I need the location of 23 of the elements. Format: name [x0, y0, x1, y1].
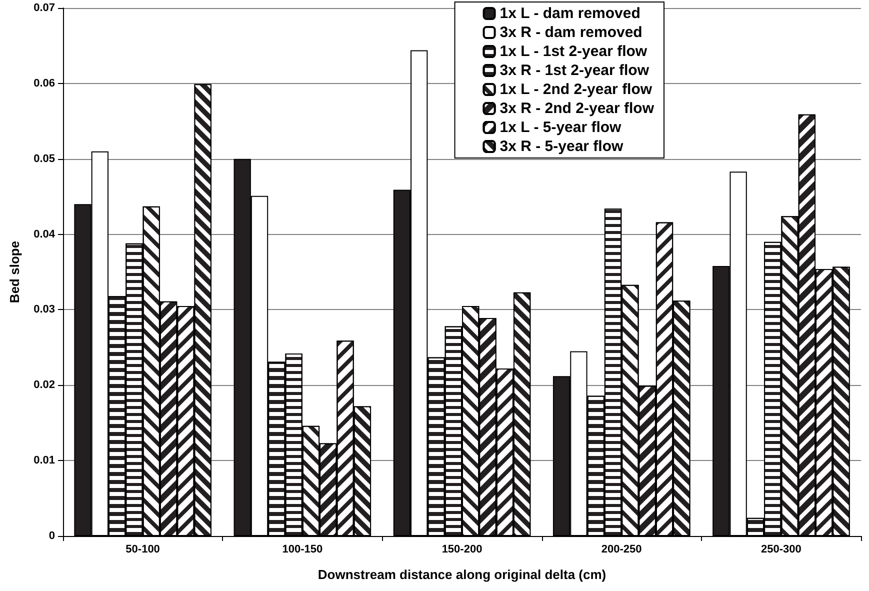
legend-label: 1x L - dam removed [500, 5, 640, 22]
y-tick-label: 0.07 [34, 2, 55, 14]
x-tick-label: 150-200 [442, 544, 482, 556]
y-axis-title: Bed slope [7, 240, 22, 304]
y-tick-label: 0 [48, 530, 55, 542]
x-tick-label: 100-150 [282, 544, 323, 556]
x-tick-label: 250-300 [761, 544, 802, 556]
legend-label: 3x R - dam removed [500, 24, 642, 41]
legend-label: 1x L - 1st 2-year flow [500, 43, 648, 60]
x-tick-label: 50-100 [126, 544, 160, 556]
y-tick-label: 0.01 [34, 454, 55, 467]
x-axis-title: Downstream distance along original delta (cm) [318, 567, 606, 582]
y-tick-label: 0.05 [34, 152, 55, 165]
y-tick-label: 0.02 [34, 379, 55, 392]
legend-label: 1x L - 5-year flow [500, 119, 622, 136]
y-tick-label: 0.03 [34, 304, 55, 316]
legend-label: 3x R - 1st 2-year flow [500, 62, 650, 79]
legend-label: 1x L - 2nd 2-year flow [500, 81, 652, 98]
y-tick-label: 0.06 [34, 77, 55, 90]
legend-label: 3x R - 2nd 2-year flow [500, 100, 654, 117]
legend-label: 3x R - 5-year flow [500, 138, 624, 155]
y-tick-label: 0.04 [34, 228, 56, 240]
x-tick-label: 200-250 [601, 544, 642, 556]
